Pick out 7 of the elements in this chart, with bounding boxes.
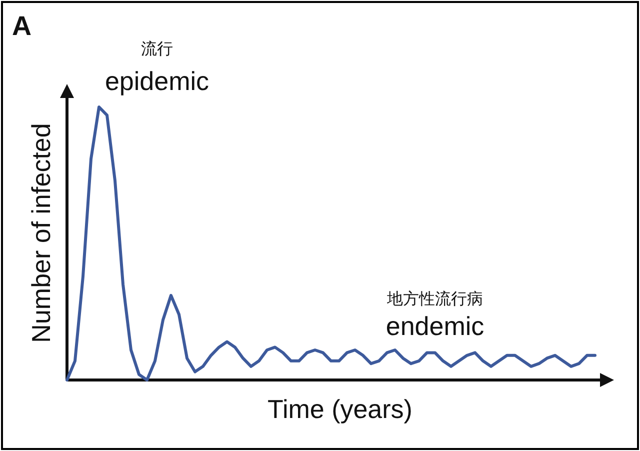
text: A — [12, 11, 32, 41]
y-axis-title: Number of infected — [26, 123, 56, 343]
annotation: 地方性流行病 — [386, 290, 483, 308]
text: epidemic — [104, 66, 210, 96]
annotation: endemic — [386, 311, 484, 341]
text: 流行 — [141, 40, 173, 58]
x-axis-title: Time (years) — [268, 394, 412, 424]
